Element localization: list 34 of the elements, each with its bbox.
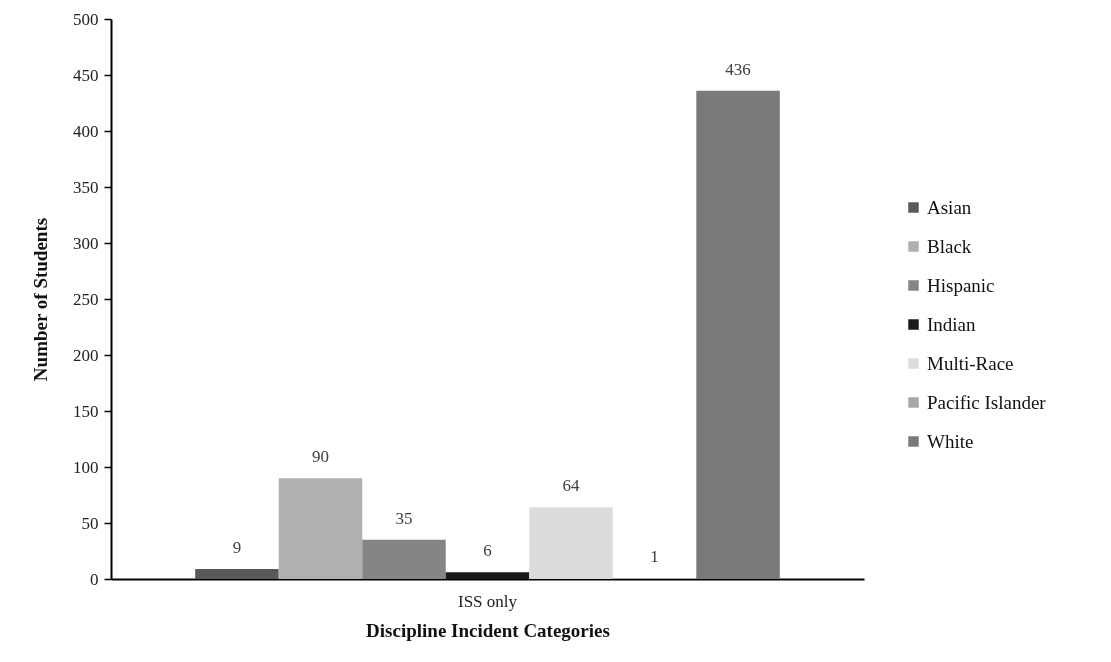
bar bbox=[278, 478, 363, 579]
legend-label: Indian bbox=[927, 313, 977, 335]
y-tick-label: 100 bbox=[73, 457, 99, 477]
data-label: 64 bbox=[562, 476, 581, 496]
y-tick-label: 500 bbox=[73, 9, 99, 29]
y-tick-label: 400 bbox=[73, 121, 99, 141]
bar bbox=[362, 539, 446, 579]
y-tick-label: 250 bbox=[73, 289, 99, 309]
y-tick-label: 300 bbox=[73, 233, 99, 253]
data-label: 436 bbox=[725, 59, 751, 79]
data-label: 90 bbox=[311, 447, 329, 467]
y-tick-label: 200 bbox=[73, 345, 99, 365]
bar bbox=[195, 568, 279, 579]
data-label: 6 bbox=[483, 541, 492, 561]
y-tick-label: 150 bbox=[73, 401, 99, 421]
data-label: 35 bbox=[395, 508, 413, 528]
y-tick-label: 0 bbox=[90, 569, 99, 589]
y-tick-label: 50 bbox=[81, 513, 99, 533]
legend-label: White bbox=[927, 430, 974, 452]
legend-label: Pacific Islander bbox=[927, 391, 1047, 413]
legend-label: Black bbox=[927, 235, 972, 257]
legend-label: Multi-Race bbox=[927, 352, 1014, 374]
legend-label: Hispanic bbox=[927, 274, 995, 296]
x-axis-title: Discipline Incident Categories bbox=[366, 619, 610, 641]
bar bbox=[445, 572, 530, 579]
data-label: 1 bbox=[650, 546, 659, 566]
x-tick-label: ISS only bbox=[457, 591, 518, 611]
bar bbox=[529, 507, 613, 579]
bar bbox=[696, 90, 780, 579]
legend-label: Asian bbox=[927, 196, 972, 218]
y-tick-label: 350 bbox=[73, 177, 99, 197]
y-axis-title: Number of Students bbox=[30, 217, 51, 382]
data-label: 9 bbox=[232, 537, 242, 557]
y-tick-label: 450 bbox=[73, 65, 99, 85]
